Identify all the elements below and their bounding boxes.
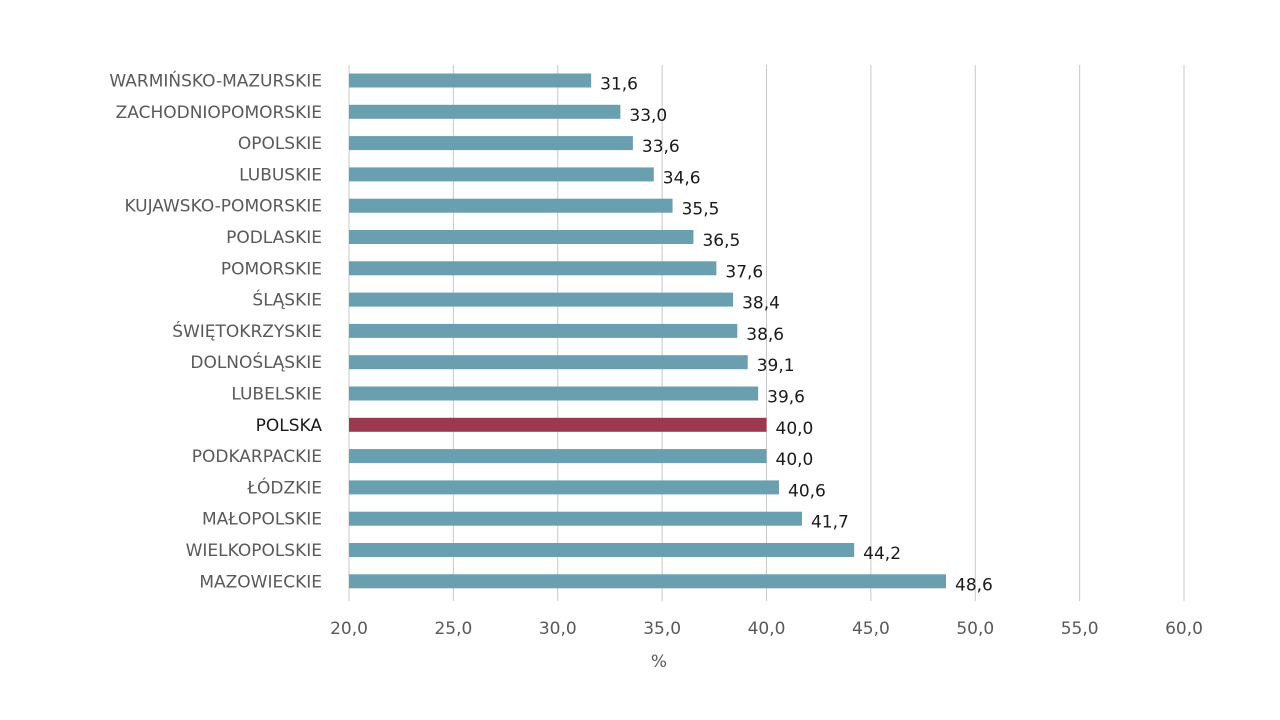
category-label: KUJAWSKO-POMORSKIE (124, 197, 322, 217)
category-label: WIELKOPOLSKIE (186, 541, 322, 561)
x-tick-label: 40,0 (748, 619, 786, 639)
value-label: 39,1 (757, 356, 795, 376)
x-tick-label: 30,0 (539, 619, 577, 639)
category-label: POMORSKIE (221, 259, 322, 279)
x-tick-label: 50,0 (956, 619, 994, 639)
value-labels: 31,6 33,0 33,6 34,6 35,5 36,5 37,6 38,4 38,6 39,1… (600, 75, 993, 596)
category-label: MAZOWIECKIE (199, 572, 322, 592)
category-label: WARMIŃSKO-MAZURSKIE (109, 70, 322, 92)
value-label: 38,6 (746, 325, 784, 345)
x-tick-label: 20,0 (330, 619, 368, 639)
value-label: 35,5 (682, 200, 720, 220)
x-axis-title: % (651, 652, 667, 672)
category-label: LUBELSKIE (231, 385, 322, 405)
value-label: 33,0 (629, 106, 667, 126)
bar (349, 198, 673, 213)
bar (349, 167, 654, 182)
x-tick-label: 35,0 (643, 619, 681, 639)
bars (349, 73, 947, 589)
x-tick-label: 55,0 (1061, 619, 1099, 639)
x-tick-label: 25,0 (434, 619, 472, 639)
x-tick-label: 45,0 (852, 619, 890, 639)
bar (349, 230, 694, 244)
category-label: POLSKA (256, 416, 323, 436)
category-label: DOLNOŚLĄSKIE (190, 351, 322, 373)
x-tick-label: 60,0 (1165, 619, 1203, 639)
value-label: 39,6 (767, 388, 805, 408)
value-label: 44,2 (863, 544, 901, 564)
value-label: 40,0 (776, 450, 814, 470)
bar (349, 136, 633, 151)
bar (349, 480, 780, 495)
value-label: 36,5 (702, 231, 740, 251)
category-label: ŚWIĘTOKRZYSKIE (172, 320, 322, 342)
value-label: 31,6 (600, 75, 638, 95)
category-label: ŚLĄSKIE (252, 289, 322, 311)
bar (349, 104, 621, 119)
value-label: 38,4 (742, 294, 780, 314)
category-label: ZACHODNIOPOMORSKIE (116, 103, 322, 123)
value-label: 33,6 (642, 137, 680, 157)
category-label: PODKARPACKIE (192, 447, 322, 467)
bar (349, 449, 767, 464)
bar (349, 261, 717, 276)
value-label: 41,7 (811, 513, 849, 533)
category-labels: WARMIŃSKO-MAZURSKIE ZACHODNIOPOMORSKIE OPO… (109, 70, 322, 593)
value-label: 34,6 (663, 168, 701, 188)
category-label: PODLASKIE (226, 228, 322, 248)
bar (349, 323, 738, 338)
bar (349, 355, 748, 370)
category-label: LUBUSKIE (239, 165, 322, 185)
bar-highlight (349, 417, 767, 432)
grid-lines (348, 65, 1185, 601)
bar (349, 386, 759, 401)
bar (349, 292, 734, 307)
value-label: 40,6 (788, 481, 826, 501)
bar (349, 73, 592, 88)
value-label: 37,6 (725, 262, 763, 282)
bar (349, 574, 947, 589)
bar (349, 543, 855, 557)
value-label: 40,0 (776, 419, 814, 439)
category-label: MAŁOPOLSKIE (202, 510, 322, 530)
value-label: 48,6 (955, 575, 993, 595)
category-label: ŁÓDZKIE (246, 476, 322, 498)
bar (349, 511, 802, 526)
category-label: OPOLSKIE (238, 134, 322, 154)
x-tick-labels: 20,0 25,0 30,0 35,0 40,0 45,0 50,0 55,0 60,0 (330, 619, 1203, 639)
